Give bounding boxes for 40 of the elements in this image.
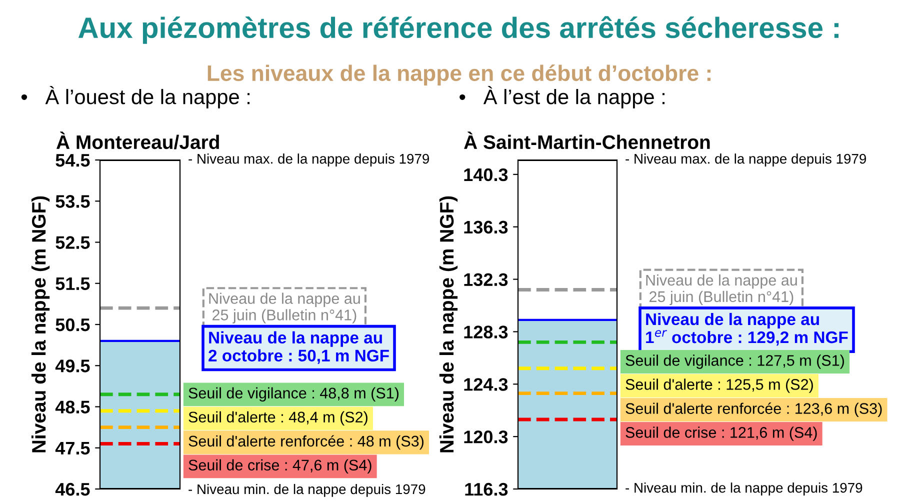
y-tick-label: 48.5: [55, 400, 90, 414]
y-tick-label: 50.5: [56, 318, 90, 332]
y-tick-label: 46.5: [55, 482, 90, 496]
ref-line-label: Niveau de la nappe au 2 octobre : 50,1 m NGF: [208, 331, 389, 364]
ref-line-label: Niveau de la nappe au 1$^{er}$ octobre : 129,2 m NGF: [646, 312, 848, 346]
y-axis-title: Niveau de la nappe (m NGF): [439, 196, 458, 452]
ref-line-label: Seuil d'alerte renforcée : 48 m (S3): [188, 435, 424, 450]
y-tick-label: 116.3: [465, 482, 508, 496]
ref-line-label: Niveau de la nappe au 25 juin (Bulletin n°41): [646, 274, 797, 306]
y-axis-title: Niveau de la nappe (m NGF): [31, 196, 50, 452]
y-tick-label: 51.5: [56, 277, 90, 290]
y-tick-label: 54.5: [56, 154, 90, 167]
ref-line-label: Seuil de vigilance : 48,8 m (S1): [188, 387, 398, 402]
text: • À l’est de la nappe :: [460, 86, 664, 108]
y-tick-label: 53.5: [56, 195, 90, 208]
ref-line-label: - Niveau max. de la nappe depuis 1979: [188, 154, 430, 166]
ref-line-label: Seuil d'alerte : 125,5 m (S2): [626, 378, 813, 393]
ref-line-label: - Niveau max. de la nappe depuis 1979: [626, 154, 866, 166]
y-tick-label: 128.3: [464, 326, 508, 338]
y-tick-label: 132.3: [464, 273, 508, 286]
chart-title: À Montereau/Jard: [56, 132, 219, 150]
text: • À l’ouest de la nappe :: [21, 86, 250, 108]
ref-line-label: Seuil de vigilance : 127,5 m (S1): [626, 354, 844, 369]
ref-line-label: - Niveau min. de la nappe depuis 1979: [626, 482, 862, 496]
chart-title: À Saint-Martin-Chennetron: [464, 132, 710, 150]
y-tick-label: 47.5: [55, 442, 90, 455]
y-tick-label: 136.3: [464, 220, 508, 234]
y-tick-label: 52.5: [56, 236, 90, 249]
ref-line-label: Seuil d'alerte renforcée : 123,6 m (S3): [626, 402, 882, 417]
text: Aux piézomètres de référence des arrêtés sécheresse :: [78, 16, 839, 44]
y-tick-label: 120.3: [464, 430, 508, 444]
ref-line-label: Seuil de crise : 121,6 m (S4): [626, 426, 817, 441]
ref-line-label: Niveau de la nappe au 25 juin (Bulletin n°41): [209, 292, 360, 324]
y-tick-label: 49.5: [55, 360, 90, 372]
y-tick-label: 140.3: [464, 168, 508, 182]
ref-line-label: Seuil de crise : 47,6 m (S4): [188, 459, 372, 474]
y-tick-label: 124.3: [464, 378, 508, 391]
text: Les niveaux de la nappe en ce début d’octobre :: [208, 64, 711, 86]
ref-line-label: Seuil d'alerte : 48,4 m (S2): [188, 411, 368, 426]
ref-line-label: - Niveau min. de la nappe depuis 1979: [188, 484, 426, 497]
